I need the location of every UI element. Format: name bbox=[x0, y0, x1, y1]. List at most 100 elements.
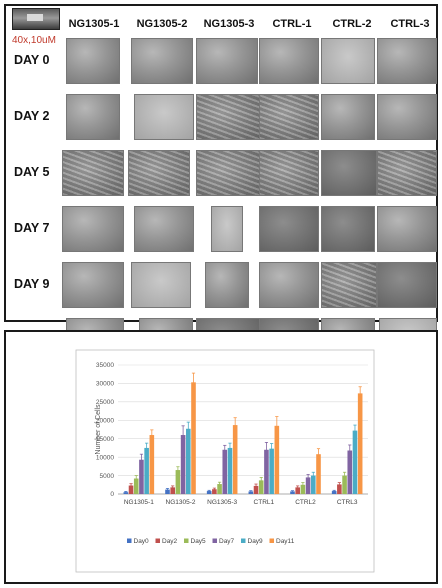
legend-label-day7: Day7 bbox=[219, 538, 235, 545]
legend-label-day9: Day9 bbox=[248, 538, 264, 545]
bar-day2-ctrl1 bbox=[253, 485, 259, 494]
bar-day0-ctrl2 bbox=[290, 491, 295, 494]
micrograph-day-2-ng1305-2 bbox=[134, 94, 194, 140]
micrograph-day-0-ctrl-3 bbox=[377, 38, 437, 84]
bar-day7-ctrl1 bbox=[264, 449, 269, 494]
magnification-label: 40x,10uM bbox=[12, 35, 56, 46]
micrograph-day-9-ctrl-1 bbox=[259, 262, 319, 308]
row-header-day-5: DAY 5 bbox=[14, 165, 50, 179]
bar-day9-ng1305-2 bbox=[186, 428, 191, 494]
bar-day2-ng1305-1 bbox=[128, 485, 134, 494]
micrograph-day-7-ctrl-2 bbox=[321, 206, 375, 252]
bar-day11-ctrl1 bbox=[274, 425, 280, 494]
micrograph-day-9-ng1305-2 bbox=[131, 262, 191, 308]
legend-label-day11: Day11 bbox=[276, 538, 295, 545]
bar-day5-ng1305-2 bbox=[175, 470, 181, 494]
bar-day2-ctrl3 bbox=[337, 484, 342, 494]
micrograph-day-9-ctrl-2 bbox=[321, 262, 377, 308]
legend-swatch-day2 bbox=[155, 538, 160, 543]
legend-swatch-day9 bbox=[241, 538, 246, 543]
bar-day0-ng1305-2 bbox=[165, 489, 170, 494]
legend-swatch-day11 bbox=[269, 538, 274, 543]
bar-day0-ctrl1 bbox=[248, 491, 254, 494]
bar-day9-ctrl2 bbox=[311, 475, 316, 494]
bar-day11-ng1305-3 bbox=[232, 425, 238, 494]
bar-day5-ng1305-3 bbox=[217, 484, 222, 494]
micrograph-day-9-ctrl-3 bbox=[377, 262, 437, 308]
micrograph-day-2-ng1305-3 bbox=[196, 94, 260, 140]
bar-day0-ng1305-3 bbox=[206, 491, 212, 494]
legend-swatch-day0 bbox=[127, 538, 132, 543]
bar-day5-ctrl3 bbox=[342, 475, 347, 494]
micrograph-day-0-ng1305-2 bbox=[131, 38, 193, 84]
micrograph-day-9-ng1305-1 bbox=[62, 262, 124, 308]
column-header-ng1305-3: NG1305-3 bbox=[203, 18, 255, 30]
bar-day7-ng1305-2 bbox=[180, 435, 186, 494]
y-tick-label: 10000 bbox=[96, 454, 114, 461]
chart-panel: 0 5000 10000 15000 20000 25000 30000 35000 Numbe… bbox=[4, 330, 438, 584]
legend-swatch-day7 bbox=[212, 538, 217, 543]
bar-day2-ng1305-2 bbox=[170, 487, 175, 494]
micrograph-day-7-ng1305-3 bbox=[211, 206, 243, 252]
micrograph-day-2-ctrl-2 bbox=[321, 94, 375, 140]
row-header-day-7: DAY 7 bbox=[14, 221, 50, 235]
micrograph-day-7-ctrl-1 bbox=[259, 206, 319, 252]
micrograph-day-5-ng1305-2 bbox=[128, 150, 190, 196]
bar-day7-ctrl2 bbox=[305, 477, 311, 494]
micrograph-day-2-ctrl-1 bbox=[259, 94, 319, 140]
bar-day2-ng1305-3 bbox=[212, 489, 217, 494]
scale-bar-badge bbox=[12, 8, 60, 30]
micrograph-day-0-ctrl-1 bbox=[259, 38, 319, 84]
legend-label-day0: Day0 bbox=[134, 538, 150, 545]
bar-day5-ctrl1 bbox=[258, 480, 264, 494]
y-tick-label: 35000 bbox=[96, 362, 114, 369]
y-tick-label: 0 bbox=[110, 491, 114, 498]
y-tick-label: 20000 bbox=[96, 417, 114, 424]
micrograph-day-0-ctrl-2 bbox=[321, 38, 375, 84]
column-header-ctrl-3: CTRL-3 bbox=[390, 18, 430, 30]
micrograph-day-7-ng1305-2 bbox=[134, 206, 194, 252]
micrograph-day-5-ng1305-1 bbox=[62, 150, 124, 196]
bar-day9-ng1305-3 bbox=[227, 447, 233, 494]
micrograph-day-5-ctrl-1 bbox=[259, 150, 319, 196]
bar-day9-ng1305-1 bbox=[144, 447, 149, 494]
bar-day11-ng1305-1 bbox=[149, 435, 155, 494]
y-tick-label: 15000 bbox=[96, 436, 114, 443]
micrograph-day-5-ctrl-3 bbox=[377, 150, 437, 196]
micrograph-day-9-ng1305-3 bbox=[205, 262, 249, 308]
micrograph-panel: 40x,10uM NG1305-1 NG1305-2 NG1305-3 CTRL-1 C… bbox=[4, 4, 438, 356]
row-header-day-0: DAY 0 bbox=[14, 53, 50, 67]
bar-day7-ctrl3 bbox=[347, 450, 353, 494]
micrograph-day-5-ctrl-2 bbox=[321, 150, 377, 196]
bar-day5-ctrl2 bbox=[300, 484, 306, 494]
bar-day9-ctrl3 bbox=[352, 430, 358, 494]
y-tick-label: 30000 bbox=[96, 381, 114, 388]
micrograph-day-5-ng1305-3 bbox=[196, 150, 260, 196]
bar-day11-ctrl2 bbox=[316, 454, 321, 494]
micrograph-day-0-ng1305-3 bbox=[196, 38, 258, 84]
bar-day5-ng1305-1 bbox=[133, 478, 139, 494]
bar-day11-ng1305-2 bbox=[191, 382, 196, 494]
bar-day7-ng1305-3 bbox=[222, 449, 228, 494]
x-category-label: CTRL1 bbox=[254, 499, 275, 506]
y-tick-label: 5000 bbox=[100, 473, 115, 480]
row-header-day-9: DAY 9 bbox=[14, 277, 50, 291]
bar-day11-ctrl3 bbox=[357, 393, 363, 494]
x-category-label: NG1305-1 bbox=[124, 499, 154, 506]
x-category-label: NG1305-3 bbox=[207, 499, 237, 506]
bar-day0-ng1305-1 bbox=[123, 492, 129, 494]
x-category-label: CTRL2 bbox=[295, 499, 316, 506]
column-header-ctrl-2: CTRL-2 bbox=[332, 18, 372, 30]
bar-day2-ctrl2 bbox=[295, 487, 300, 494]
column-header-ctrl-1: CTRL-1 bbox=[272, 18, 312, 30]
bar-day7-ng1305-1 bbox=[139, 459, 144, 494]
y-tick-label: 25000 bbox=[96, 399, 114, 406]
micrograph-day-0-ng1305-1 bbox=[66, 38, 120, 84]
y-axis-title: Number of Cells bbox=[95, 404, 102, 455]
legend-label-day5: Day5 bbox=[191, 538, 207, 545]
bar-day9-ctrl1 bbox=[269, 448, 274, 494]
micrograph-day-7-ng1305-1 bbox=[62, 206, 124, 252]
x-category-label: CTRL3 bbox=[337, 499, 358, 506]
x-category-label: NG1305-2 bbox=[166, 499, 196, 506]
legend-label-day2: Day2 bbox=[162, 538, 178, 545]
